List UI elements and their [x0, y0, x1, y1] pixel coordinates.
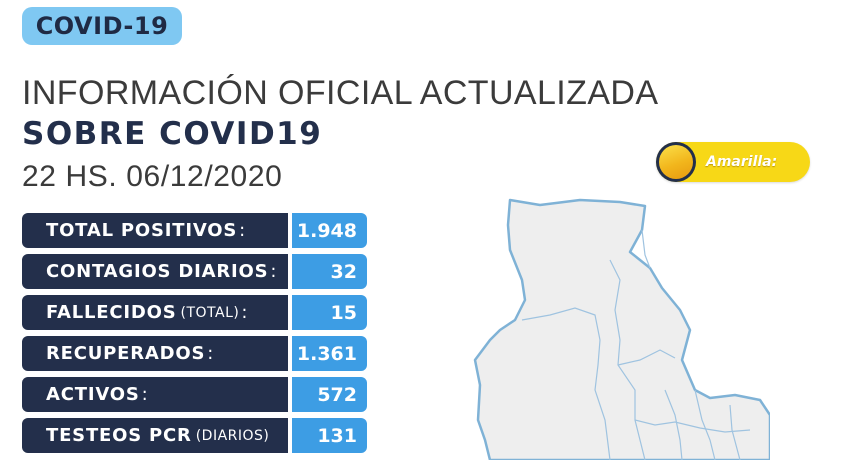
- stat-label: ACTIVOS: [46, 384, 140, 405]
- province-map: [473, 198, 770, 460]
- stat-row-contagios-diarios: CONTAGIOS DIARIOS : 32: [22, 254, 367, 289]
- stat-value: 1.361: [292, 336, 367, 371]
- department-border: [521, 307, 611, 460]
- province-outline: [473, 198, 770, 460]
- stat-row-total-positivos: TOTAL POSITIVOS : 1.948: [22, 213, 367, 248]
- stat-colon: :: [207, 343, 215, 364]
- stat-label: FALLECIDOS: [46, 302, 177, 323]
- report-date: 22 HS. 06/12/2020: [22, 160, 283, 193]
- stat-label: TESTEOS PCR: [46, 425, 192, 446]
- department-border: [664, 389, 683, 460]
- stat-label: TOTAL POSITIVOS: [46, 220, 238, 241]
- stat-row-activos: ACTIVOS : 572: [22, 377, 367, 412]
- stat-row-recuperados: RECUPERADOS : 1.361: [22, 336, 367, 371]
- alert-level-label: Amarilla:: [706, 154, 778, 170]
- stat-colon: :: [141, 384, 149, 405]
- stat-label-box: TOTAL POSITIVOS :: [22, 213, 288, 248]
- stat-label: RECUPERADOS: [46, 343, 206, 364]
- stat-value: 131: [292, 418, 367, 453]
- stat-value: 15: [292, 295, 367, 330]
- alert-level-icon: [656, 142, 696, 182]
- stat-label-box: RECUPERADOS :: [22, 336, 288, 371]
- alert-level-icon-fill: [659, 145, 693, 179]
- stat-colon: :: [239, 220, 247, 241]
- stat-value: 572: [292, 377, 367, 412]
- department-border: [694, 389, 716, 460]
- stats-table: TOTAL POSITIVOS : 1.948 CONTAGIOS DIARIO…: [22, 213, 367, 459]
- stat-colon: :: [241, 302, 249, 323]
- badge-text: COVID-19: [35, 12, 169, 40]
- page-subtitle: SOBRE COVID19: [22, 116, 323, 152]
- stat-sublabel: (TOTAL): [180, 304, 240, 321]
- alert-level-pill: Amarilla:: [656, 142, 810, 182]
- stat-label-box: ACTIVOS :: [22, 377, 288, 412]
- department-border: [729, 404, 741, 460]
- stat-colon: :: [270, 261, 278, 282]
- stat-value: 32: [292, 254, 367, 289]
- covid-badge: COVID-19: [22, 7, 182, 45]
- stat-row-testeos-pcr: TESTEOS PCR (DIARIOS) 131: [22, 418, 367, 453]
- stat-row-fallecidos: FALLECIDOS (TOTAL) : 15: [22, 295, 367, 330]
- stat-value: 1.948: [292, 213, 367, 248]
- page-title: INFORMACIÓN OFICIAL ACTUALIZADA: [22, 74, 659, 112]
- stat-sublabel: (DIARIOS): [195, 427, 270, 444]
- stat-label-box: FALLECIDOS (TOTAL) :: [22, 295, 288, 330]
- department-border: [641, 229, 651, 269]
- stat-label: CONTAGIOS DIARIOS: [46, 261, 269, 282]
- department-border: [609, 259, 646, 460]
- department-border: [634, 419, 751, 433]
- department-border: [617, 349, 676, 366]
- stat-label-box: CONTAGIOS DIARIOS :: [22, 254, 288, 289]
- stat-label-box: TESTEOS PCR (DIARIOS): [22, 418, 288, 453]
